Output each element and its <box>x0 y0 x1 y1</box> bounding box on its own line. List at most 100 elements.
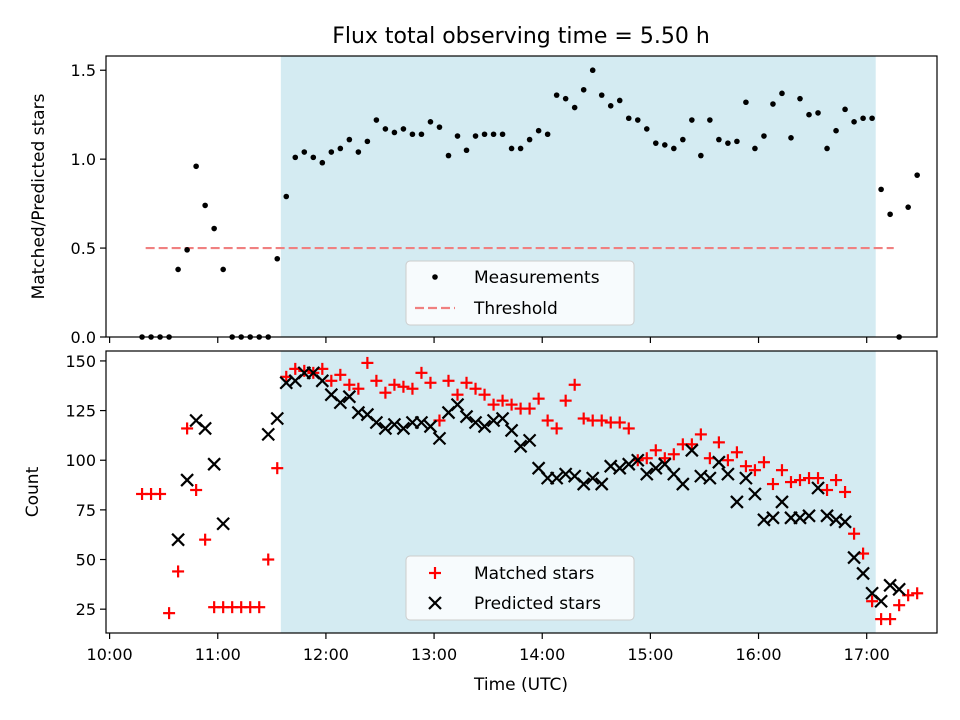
predicted-star-point <box>198 421 212 436</box>
matched-star-point <box>172 565 185 578</box>
measurement-point <box>680 136 686 143</box>
measurement-point <box>652 140 659 146</box>
ratio-y-ticks: 0.0 0.5 1.0 1.5 <box>71 61 106 347</box>
measurement-point <box>752 145 758 152</box>
measurement-point <box>905 204 911 210</box>
matched-star-point <box>739 460 752 473</box>
y-tick-label: 1.0 <box>71 150 96 169</box>
measurement-point <box>707 117 713 123</box>
predicted-star-point <box>775 495 789 509</box>
predicted-star-point <box>504 423 519 438</box>
measurement-point <box>481 131 488 138</box>
measurement-point <box>878 186 884 193</box>
measurement-point <box>490 131 497 138</box>
x-tick-label: 10:00 <box>87 645 133 664</box>
y-tick-label: 25 <box>76 600 96 619</box>
matched-star-point <box>523 402 536 415</box>
ratio-x-ticks <box>109 337 868 343</box>
measurement-point <box>499 131 506 138</box>
matched-star-point <box>181 422 194 435</box>
matched-star-point <box>334 368 347 381</box>
measurement-point <box>463 147 470 154</box>
ratio-y-axis-label: Matched/Predicted stars <box>29 93 49 299</box>
measurement-point <box>193 163 199 170</box>
predicted-star-point <box>748 487 762 501</box>
legend-measurements-marker <box>432 274 438 280</box>
matched-star-point <box>830 474 843 487</box>
predicted-star-point <box>802 509 816 523</box>
measurement-point <box>184 247 190 253</box>
measurement-point <box>517 145 524 152</box>
measurement-point <box>598 92 605 98</box>
matched-star-point <box>451 388 464 401</box>
predicted-star-point <box>585 471 600 485</box>
matched-star-point <box>379 386 392 399</box>
measurement-point <box>860 115 866 122</box>
legend-matched-label: Matched stars <box>474 564 594 584</box>
measurement-point <box>310 154 317 161</box>
ratio-legend: Measurements Threshold <box>405 260 635 326</box>
predicted-star-point <box>333 395 348 410</box>
measurement-point <box>220 266 226 273</box>
x-tick-label: 14:00 <box>519 645 565 664</box>
matched-star-point <box>271 462 284 475</box>
y-tick-label: 125 <box>65 402 96 421</box>
measurement-point <box>833 127 839 134</box>
matched-star-point <box>766 478 779 491</box>
predicted-star-point <box>612 461 627 475</box>
x-axis-label: Time (UTC) <box>473 675 568 695</box>
predicted-star-point <box>396 421 411 436</box>
y-tick-label: 75 <box>76 501 96 520</box>
measurement-point <box>202 202 208 209</box>
predicted-star-point <box>207 457 221 471</box>
ratio-legend-box <box>405 260 635 326</box>
measurement-point <box>391 129 398 136</box>
matched-star-point <box>649 444 662 457</box>
measurement-point <box>806 111 812 118</box>
predicted-star-point <box>676 477 690 491</box>
measurement-point <box>535 127 542 134</box>
matched-star-point <box>622 422 635 435</box>
matched-star-point <box>559 394 572 407</box>
measurement-point <box>283 193 290 200</box>
measurement-point <box>436 124 443 130</box>
matched-star-point <box>190 484 203 497</box>
matched-star-point <box>541 414 554 427</box>
y-tick-label: 1.5 <box>71 61 96 80</box>
matched-star-point <box>821 484 834 497</box>
predicted-star-point <box>856 566 870 581</box>
predicted-star-point <box>369 415 384 430</box>
predicted-star-point <box>576 477 591 491</box>
matched-star-point <box>388 378 401 391</box>
predicted-star-point <box>766 511 780 525</box>
x-tick-label: 12:00 <box>303 645 349 664</box>
matched-star-point <box>163 607 176 620</box>
predicted-star-point <box>838 515 852 529</box>
y-tick-label: 50 <box>76 551 96 570</box>
measurement-point <box>382 126 389 132</box>
predicted-star-point <box>180 473 194 487</box>
matched-star-point <box>415 366 428 379</box>
predicted-star-point <box>315 374 330 388</box>
y-tick-label: 0.5 <box>71 239 96 258</box>
matched-star-point <box>658 452 671 465</box>
measurement-point <box>364 138 371 145</box>
measurement-point <box>175 266 181 273</box>
predicted-star-point <box>261 427 276 442</box>
matched-star-point <box>784 476 797 489</box>
measurement-point <box>274 255 281 262</box>
measurement-point <box>761 133 767 139</box>
matched-star-point <box>253 601 266 614</box>
measurement-point <box>887 211 893 218</box>
matched-star-point <box>640 452 653 465</box>
matched-star-point <box>505 398 518 411</box>
matched-star-point <box>298 364 311 377</box>
measurement-point <box>671 145 677 152</box>
measurement-point <box>328 149 335 155</box>
predicted-star-point <box>342 389 357 404</box>
matched-star-point <box>893 599 906 612</box>
measurement-point <box>319 159 326 166</box>
predicted-star-point <box>495 411 510 426</box>
predicted-star-point <box>522 433 537 448</box>
